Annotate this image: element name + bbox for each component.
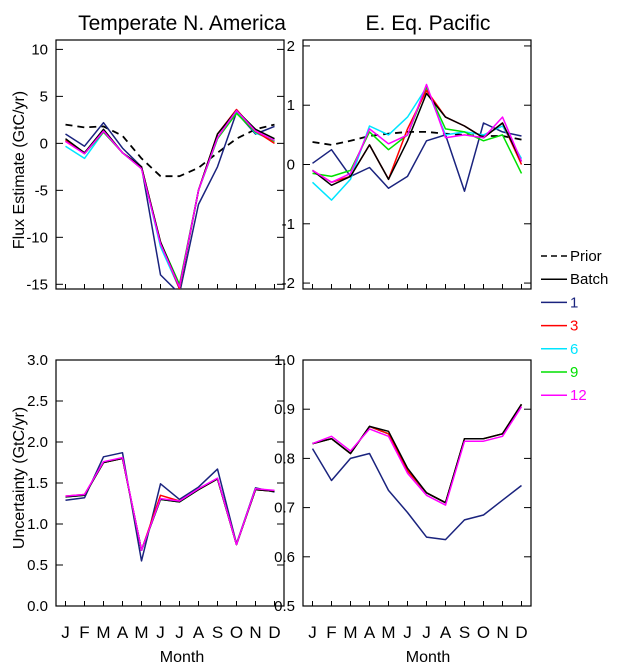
y-tick-label: -5 (35, 182, 48, 199)
y-tick-label: 2.5 (27, 393, 48, 410)
month-label: O (477, 623, 490, 642)
month-label: M (381, 623, 395, 642)
series-line-1 (311, 448, 522, 541)
series-line-prior (65, 123, 275, 178)
legend-label: 6 (570, 341, 578, 358)
y-tick-label: 2 (287, 38, 295, 55)
axes-frame (55, 359, 285, 607)
series-line-12 (65, 456, 275, 551)
legend-label: Prior (570, 248, 602, 265)
series-line-3 (312, 403, 523, 504)
month-label: J (156, 623, 165, 642)
month-label: J (175, 623, 184, 642)
series-line-12 (65, 109, 275, 288)
legend-label: Batch (570, 271, 608, 288)
month-label: F (79, 623, 89, 642)
series-line-batch (65, 109, 275, 288)
panel-title-eep: E. Eq. Pacific (366, 12, 491, 35)
month-label: M (343, 623, 357, 642)
series-line-9 (312, 403, 523, 504)
month-label: D (515, 623, 527, 642)
series-line-1 (65, 451, 275, 562)
legend-label: 3 (570, 318, 578, 335)
y-tick-label: 0.5 (27, 557, 48, 574)
axes-frame (55, 39, 285, 290)
legend-label: 12 (570, 387, 587, 404)
month-label: F (326, 623, 336, 642)
y-tick-label: 0 (40, 135, 48, 152)
xlabel-right: Month (406, 649, 450, 666)
month-label: S (459, 623, 470, 642)
y-tick-label: 5 (40, 88, 48, 105)
series-line-6 (312, 403, 523, 504)
ylabel-top: Flux Estimate (GtC/yr) (11, 91, 28, 249)
y-tick-label: -2 (282, 275, 295, 292)
y-tick-label: -10 (26, 229, 48, 246)
ylabel-bottom: Uncertainty (GtC/yr) (11, 407, 28, 549)
y-tick-label: 0.9 (274, 401, 295, 418)
panel-tna-flux: 10 5 0 -5 -10 -15 (26, 39, 285, 293)
y-tick-label: 0 (287, 157, 295, 174)
month-label: S (212, 623, 223, 642)
series-line-6 (311, 86, 523, 201)
month-label: N (496, 623, 508, 642)
legend-label: 1 (570, 294, 578, 311)
panel-eep-uncertainty: 1.00.90.80.70.60.5J F M A M J J A S O N D (274, 352, 532, 642)
month-label: J (422, 623, 431, 642)
y-tick-label: 0.8 (274, 450, 295, 467)
y-tick-label: 1.0 (274, 352, 295, 369)
month-label: M (134, 623, 148, 642)
panel-eep-flux: 2 1 0 -1 -2 (282, 38, 532, 292)
month-label: A (117, 623, 129, 642)
y-tick-label: 1 (287, 97, 295, 114)
month-label: M (96, 623, 110, 642)
series-line-3 (312, 89, 523, 184)
series-line-12 (312, 406, 523, 506)
y-tick-label: 1.0 (27, 516, 48, 533)
axes-frame (302, 359, 532, 607)
month-label: A (193, 623, 205, 642)
y-tick-label: 0.0 (27, 598, 48, 615)
legend: Prior Batch 1 3 6 9 12 (541, 248, 608, 404)
month-label: A (440, 623, 452, 642)
month-label: A (364, 623, 376, 642)
xlabel-left: Month (160, 649, 204, 666)
y-tick-label: -15 (26, 276, 48, 293)
month-label: J (403, 623, 412, 642)
month-label: J (61, 623, 70, 642)
y-tick-label: 0.5 (274, 598, 295, 615)
series-line-batch (312, 403, 523, 504)
month-label: N (249, 623, 261, 642)
y-tick-label: 2.0 (27, 434, 48, 451)
y-tick-label: 3.0 (27, 352, 48, 369)
axes-frame (302, 39, 532, 290)
legend-label: 9 (570, 364, 578, 381)
y-tick-label: 1.5 (27, 475, 48, 492)
y-tick-label: 10 (31, 41, 48, 58)
month-label: O (230, 623, 243, 642)
y-tick-label: 0.7 (274, 500, 295, 517)
month-label: J (308, 623, 317, 642)
panel-tna-uncertainty: 3.02.52.01.51.00.50.0J F M A M J J A S O N D (27, 352, 285, 642)
y-tick-label: 0.6 (274, 549, 295, 566)
y-tick-label: -1 (282, 216, 295, 233)
panel-title-tna: Temperate N. America (78, 12, 286, 35)
series-line-12 (312, 83, 523, 184)
month-label: D (268, 623, 280, 642)
